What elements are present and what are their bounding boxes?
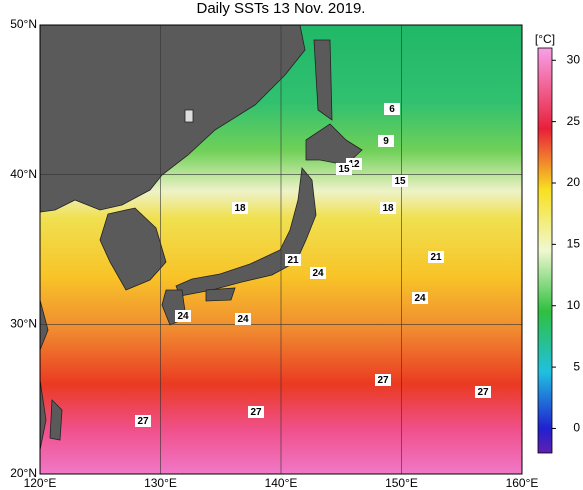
title: Daily SSTs 13 Nov. 2019. [197, 0, 366, 17]
colorbar-tick-label: 20 [567, 175, 581, 189]
colorbar-tick-label: 30 [567, 52, 581, 66]
contour-label: 9 [383, 136, 389, 147]
contour-label-box [475, 386, 491, 398]
lon-tick-label: 150°E [385, 476, 418, 490]
lon-tick-label: 140°E [265, 476, 298, 490]
contour-label-box [310, 267, 326, 279]
lat-tick-label: 30°N [10, 317, 37, 331]
contour-label-box [428, 251, 444, 263]
contour-label: 24 [414, 293, 426, 304]
contour-label-box [336, 163, 352, 175]
contour-label-box [232, 202, 248, 214]
contour-label-box [375, 374, 391, 386]
contour-label: 24 [237, 314, 249, 325]
colorbar-tick-label: 0 [573, 421, 580, 435]
contour-label: 21 [287, 255, 299, 266]
contour-label: 27 [250, 407, 262, 418]
lon-tick-label: 160°E [506, 476, 539, 490]
lat-tick-label: 40°N [10, 167, 37, 181]
map [39, 24, 523, 475]
lat-tick-label: 50°N [10, 17, 37, 31]
contour-label: 12 [348, 159, 360, 170]
contour-label: 21 [430, 252, 442, 263]
contour-label-box [412, 292, 428, 304]
colorbar-tick-label: 5 [573, 359, 580, 373]
contour-label: 24 [312, 268, 324, 279]
colorbar-tick-label: 25 [567, 114, 581, 128]
contour-label: 18 [234, 203, 246, 214]
contour-label: 6 [389, 104, 395, 115]
contour-label: 15 [338, 164, 350, 175]
contour-label: 15 [394, 176, 406, 187]
contour-label-box [135, 415, 151, 427]
contour-label-box [380, 202, 396, 214]
colorbar-tick-label: 10 [567, 298, 581, 312]
contour-label: 27 [137, 416, 149, 427]
colorbar [537, 47, 553, 454]
contour-label: 27 [477, 387, 489, 398]
contour-label: 18 [382, 203, 394, 214]
lon-tick-label: 120°E [24, 476, 57, 490]
contour-label-box [384, 103, 400, 115]
contour-label-box [175, 310, 191, 322]
map-frame [39, 24, 523, 475]
contour-label-box [235, 313, 251, 325]
lon-tick-label: 130°E [144, 476, 177, 490]
lat-tick-label: 20°N [10, 466, 37, 480]
contour-label: 27 [377, 375, 389, 386]
contour-label-box [378, 135, 394, 147]
contour-label: 24 [177, 311, 189, 322]
contour-label-box [285, 254, 301, 266]
colorbar-unit: [°C] [535, 32, 555, 46]
colorbar-tick-label: 15 [567, 237, 581, 251]
contour-label-box [248, 406, 264, 418]
contour-label-box [392, 175, 408, 187]
